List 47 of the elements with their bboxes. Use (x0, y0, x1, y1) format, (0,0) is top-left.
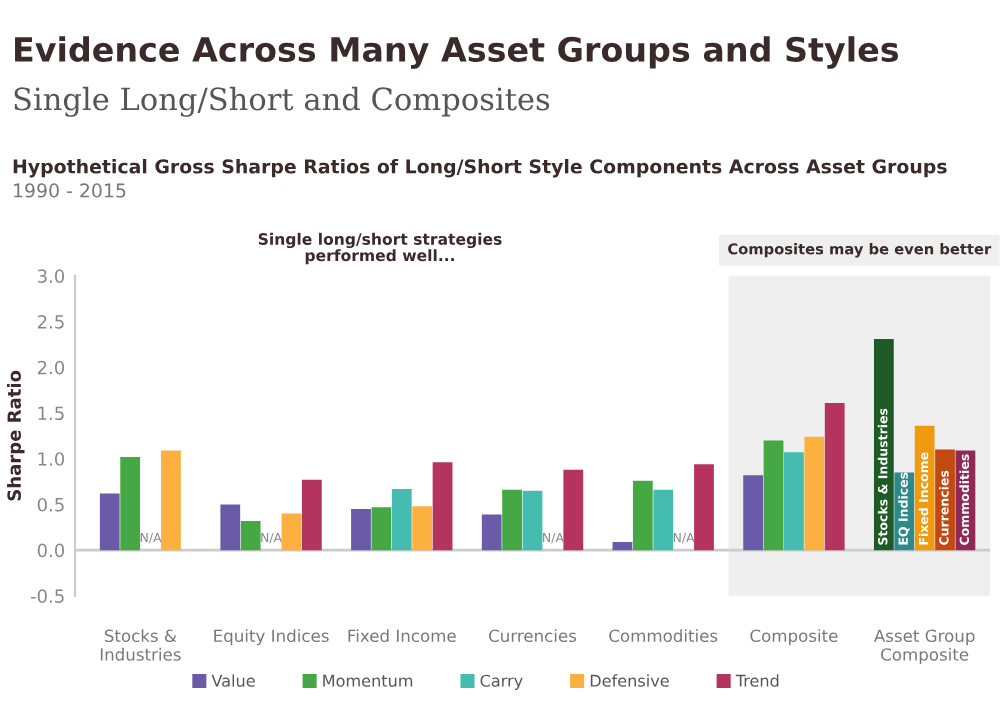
bar (301, 479, 322, 551)
bar (481, 514, 502, 551)
bar (240, 520, 261, 551)
y-tick-label: 0.0 (37, 543, 65, 558)
y-tick-label: 1.0 (38, 452, 65, 466)
x-tick-label: Composite (750, 629, 838, 646)
y-tick-label: 2.5 (37, 315, 64, 329)
bar (371, 507, 392, 551)
text: Hypothetical Gross Sharpe Ratios of Long/Short Style Components Across Asset Groups (13, 158, 947, 178)
bar (220, 504, 241, 551)
y-tick-label: -0.5 (30, 589, 64, 603)
bar (563, 469, 584, 551)
bar (351, 508, 371, 551)
x-tick-label: Asset Group Composite (873, 629, 975, 664)
y-tick-label: 0.5 (37, 497, 64, 512)
bar (432, 462, 453, 551)
y-tick-label: 2.0 (37, 360, 65, 375)
bar (522, 490, 543, 551)
legend-label: Value (211, 674, 255, 687)
x-tick-label: Fixed Income (348, 629, 456, 643)
legend-label: Carry (480, 674, 523, 690)
x-tick-label: Commodities (609, 629, 718, 643)
bar (391, 488, 412, 551)
bar (653, 489, 674, 551)
bar (804, 436, 825, 551)
bar (412, 506, 433, 551)
legend-label: Trend (735, 674, 779, 687)
y-tick-label: 3.0 (37, 269, 65, 283)
y-tick-label: 1.5 (38, 406, 64, 421)
x-tick-label: Equity Indices (214, 629, 329, 646)
text: 1990 - 2015 (14, 183, 126, 198)
chart-subtitle: Single Long/Short and Composites (14, 86, 550, 117)
bar (502, 489, 522, 551)
bar (612, 541, 633, 551)
bar (763, 440, 784, 551)
bar (281, 513, 302, 551)
legend-label: Momentum (323, 674, 413, 687)
x-tick-label: Stocks & Industries (100, 629, 181, 661)
bar (784, 452, 804, 551)
bar (824, 402, 845, 551)
bar (694, 464, 714, 551)
x-tick-label: Currencies (489, 629, 577, 643)
bar (743, 475, 764, 551)
chart-title: Evidence Across Many Asset Groups and Styles (15, 36, 899, 69)
legend-label: Defensive (590, 674, 669, 687)
bar (632, 480, 653, 551)
y-axis-title: Sharpe Ratio (7, 370, 25, 501)
